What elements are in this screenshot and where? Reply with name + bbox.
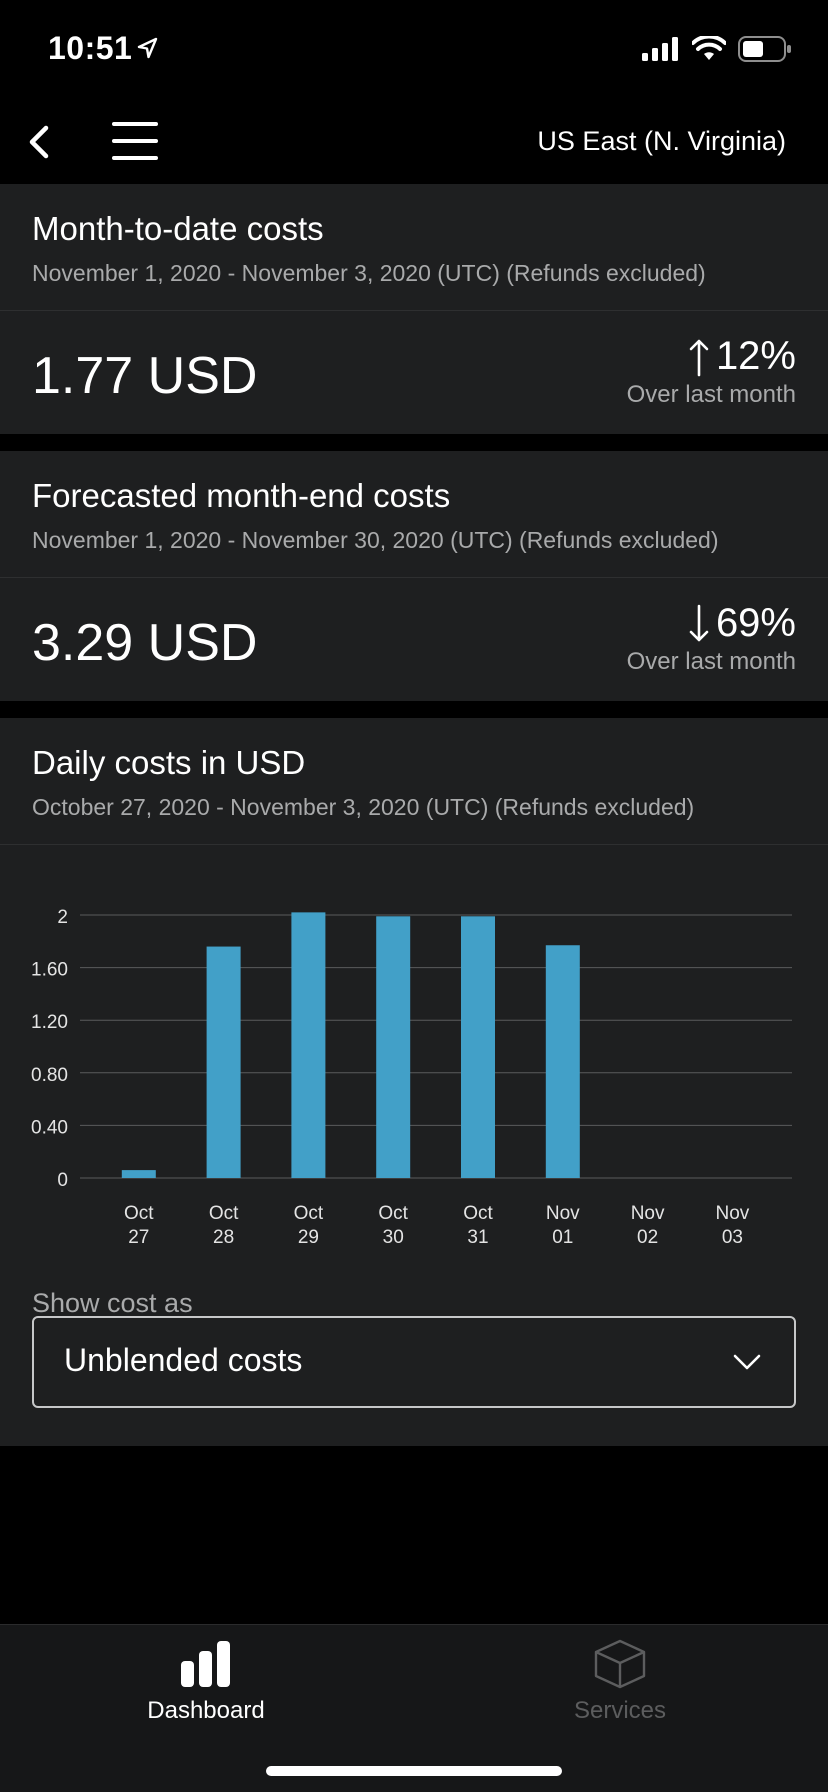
forecast-change-value: 69% bbox=[715, 601, 796, 645]
tab-bar: Dashboard Services bbox=[0, 1624, 828, 1792]
daily-costs-chart: 0 0.40 0.80 1.20 1.60 2 Oct 27 Oct 28 Oct 29 Oct 30 Oc… bbox=[31, 907, 792, 1248]
forecast-amount: 3.29 USD bbox=[32, 614, 258, 672]
x-tick-label: 03 bbox=[722, 1227, 743, 1248]
home-indicator[interactable] bbox=[266, 1766, 562, 1776]
daily-subtitle: October 27, 2020 - November 3, 2020 (UTC… bbox=[32, 794, 695, 820]
forecast-card: Forecasted month-end costs November 1, 2… bbox=[0, 451, 828, 701]
y-tick-label: 0 bbox=[57, 1170, 68, 1191]
mtd-change-label: Over last month bbox=[626, 381, 796, 408]
arrow-up-icon bbox=[689, 339, 709, 376]
y-tick-label: 1.60 bbox=[31, 960, 68, 981]
cost-type-value: Unblended costs bbox=[64, 1342, 303, 1378]
status-time: 10:51 bbox=[48, 30, 133, 66]
cost-type-dropdown[interactable]: Unblended costs bbox=[32, 1316, 796, 1408]
chart-bar[interactable] bbox=[545, 945, 580, 1178]
chart-bar[interactable] bbox=[461, 916, 495, 1178]
nav-bar: US East (N. Virginia) bbox=[0, 100, 828, 184]
hamburger-menu-icon[interactable] bbox=[112, 120, 158, 162]
x-tick-label: Nov bbox=[631, 1203, 665, 1224]
tab-services[interactable]: Services bbox=[470, 1625, 770, 1725]
x-tick-label: Oct bbox=[294, 1203, 324, 1224]
x-tick-label: Oct bbox=[378, 1203, 408, 1224]
x-tick-label: 28 bbox=[213, 1227, 234, 1248]
tab-dashboard-label: Dashboard bbox=[147, 1697, 265, 1724]
x-tick-label: Oct bbox=[124, 1203, 154, 1224]
status-bar: 10:51 bbox=[0, 0, 828, 100]
x-tick-label: Oct bbox=[463, 1203, 493, 1224]
chart-bar[interactable] bbox=[206, 946, 241, 1178]
y-tick-label: 0.40 bbox=[31, 1117, 68, 1138]
chart-bar[interactable] bbox=[376, 916, 411, 1178]
forecast-title: Forecasted month-end costs bbox=[32, 477, 451, 514]
mtd-change: 12% Over last month bbox=[627, 334, 796, 409]
tab-services-label: Services bbox=[573, 1697, 667, 1724]
forecast-subtitle: November 1, 2020 - November 30, 2020 (UT… bbox=[32, 527, 719, 553]
battery-icon bbox=[738, 36, 791, 62]
mtd-change-value: 12% bbox=[715, 334, 796, 378]
tab-dashboard[interactable]: Dashboard bbox=[56, 1625, 356, 1725]
chart-bar[interactable] bbox=[121, 1170, 156, 1178]
divider bbox=[0, 844, 828, 845]
x-tick-label: Nov bbox=[716, 1203, 750, 1224]
x-tick-label: 01 bbox=[552, 1227, 573, 1248]
status-indicators bbox=[642, 36, 792, 62]
mtd-subtitle: November 1, 2020 - November 3, 2020 (UTC… bbox=[32, 260, 706, 286]
y-tick-label: 1.20 bbox=[31, 1012, 68, 1033]
y-tick-label: 2 bbox=[57, 907, 68, 928]
show-cost-as-label: Show cost as bbox=[32, 1288, 193, 1318]
wifi-icon bbox=[692, 36, 726, 60]
x-tick-label: 30 bbox=[383, 1227, 404, 1248]
daily-costs-card: Daily costs in USD October 27, 2020 - No… bbox=[0, 718, 828, 1446]
chart-bar[interactable] bbox=[291, 912, 326, 1178]
location-arrow-icon bbox=[137, 37, 158, 59]
forecast-change: 69% Over last month bbox=[627, 601, 796, 676]
region-selector[interactable]: US East (N. Virginia) bbox=[537, 126, 786, 156]
arrow-down-icon bbox=[689, 604, 709, 641]
mtd-title: Month-to-date costs bbox=[32, 210, 324, 247]
forecast-change-label: Over last month bbox=[626, 648, 796, 675]
x-tick-label: Oct bbox=[209, 1203, 239, 1224]
x-tick-label: 02 bbox=[637, 1227, 658, 1248]
back-chevron-icon[interactable] bbox=[22, 118, 58, 166]
x-tick-label: 27 bbox=[128, 1227, 149, 1248]
mtd-amount: 1.77 USD bbox=[32, 347, 258, 405]
x-tick-label: Nov bbox=[546, 1203, 580, 1224]
x-tick-label: 29 bbox=[298, 1227, 319, 1248]
bar-chart-icon bbox=[181, 1641, 230, 1687]
month-to-date-card: Month-to-date costs November 1, 2020 - N… bbox=[0, 184, 828, 434]
divider bbox=[0, 577, 828, 578]
cube-icon bbox=[594, 1639, 646, 1689]
y-tick-label: 0.80 bbox=[31, 1065, 68, 1086]
daily-title: Daily costs in USD bbox=[32, 744, 306, 781]
x-tick-label: 31 bbox=[467, 1227, 488, 1248]
cellular-signal-icon bbox=[642, 37, 678, 61]
chevron-down-icon bbox=[733, 1354, 761, 1370]
divider bbox=[0, 310, 828, 311]
